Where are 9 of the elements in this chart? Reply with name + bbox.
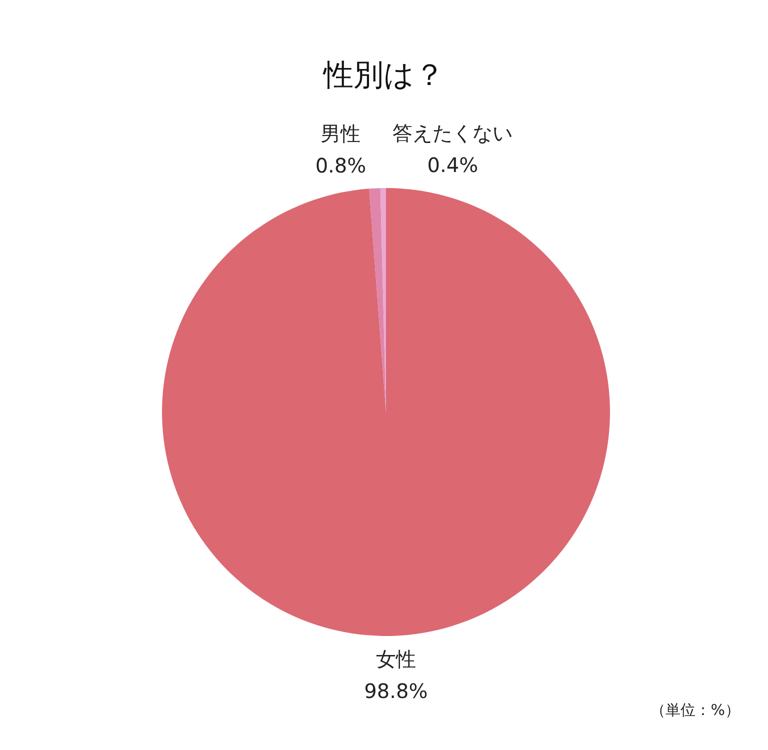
data-label: 0.4%	[427, 153, 478, 178]
pie-slice	[162, 188, 610, 636]
slice-label: 答えたくない	[392, 121, 513, 146]
text: （単位：%）	[650, 701, 740, 719]
slice-label: 男性	[320, 121, 361, 146]
slice-label: 女性	[376, 647, 416, 671]
chart-title: 性別は？	[322, 58, 444, 93]
data-label: 0.8%	[315, 153, 366, 178]
data-label: 98.8%	[364, 679, 428, 703]
